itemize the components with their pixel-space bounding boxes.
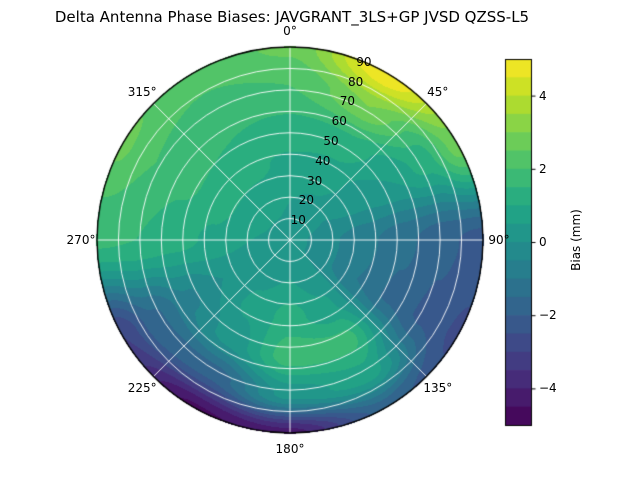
colorbar-tick-label: 2 bbox=[539, 161, 547, 176]
azimuth-tick-label: 270° bbox=[66, 233, 96, 247]
azimuth-tick-label: 315° bbox=[127, 85, 157, 100]
radial-tick-label: 50 bbox=[323, 133, 339, 148]
colorbar-axis-label: Bias (mm) bbox=[569, 209, 583, 271]
azimuth-tick-label: 90° bbox=[488, 233, 510, 247]
radial-tick-label: 40 bbox=[315, 153, 331, 168]
colorbar-tick-label: 4 bbox=[539, 88, 547, 103]
colorbar-tick-label: −2 bbox=[539, 308, 557, 323]
azimuth-tick-label: 45° bbox=[427, 85, 449, 100]
azimuth-tick-label: 180° bbox=[275, 442, 305, 456]
radial-tick-label: 70 bbox=[339, 94, 356, 109]
radial-tick-label: 20 bbox=[298, 193, 315, 208]
radial-tick-label: 60 bbox=[331, 114, 347, 129]
radial-tick-label: 90 bbox=[356, 54, 372, 69]
radial-tick-label: 80 bbox=[348, 74, 364, 89]
colorbar-tick-label: −4 bbox=[539, 381, 557, 396]
azimuth-tick-label: 0° bbox=[283, 24, 297, 38]
azimuth-tick-label: 135° bbox=[423, 380, 453, 395]
azimuth-tick-label: 225° bbox=[127, 380, 157, 395]
radial-tick-label: 30 bbox=[306, 173, 323, 188]
colorbar-tick-label: 0 bbox=[539, 235, 547, 249]
radial-tick-label: 10 bbox=[290, 213, 306, 228]
